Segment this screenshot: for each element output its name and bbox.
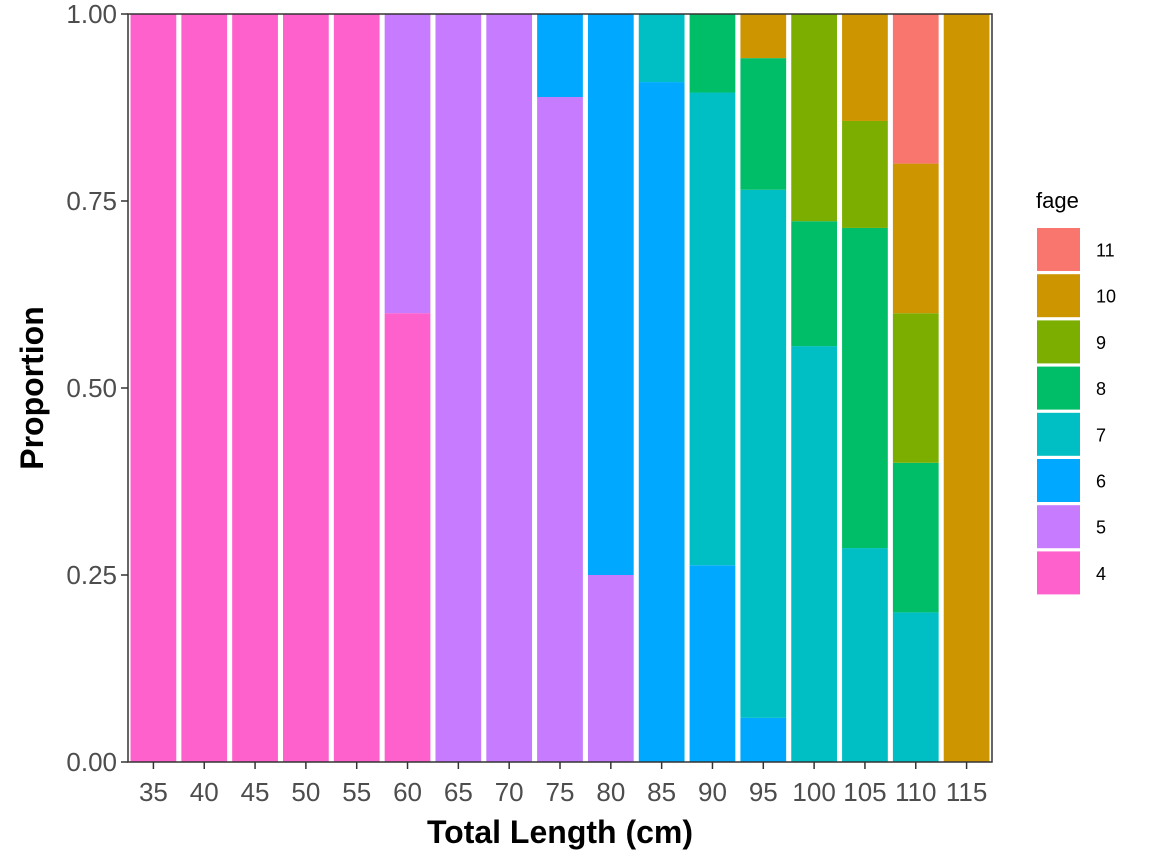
bar-50-fage-4 — [283, 14, 329, 762]
bar-85-fage-7 — [638, 14, 685, 83]
x-tick-label: 110 — [895, 777, 936, 807]
x-tick-label: 90 — [698, 777, 727, 807]
legend-key-5 — [1037, 505, 1080, 549]
y-tick-label: 0.25 — [66, 560, 117, 590]
bar-40-fage-4 — [181, 14, 228, 762]
x-tick-label: 85 — [647, 777, 676, 807]
bar-110-fage-10 — [892, 163, 939, 314]
legend-label-6: 6 — [1096, 472, 1106, 492]
y-tick-label: 0.50 — [66, 373, 117, 403]
bar-105-fage-8 — [842, 227, 888, 549]
bar-60-fage-4 — [384, 313, 431, 762]
bar-110-fage-9 — [892, 313, 939, 463]
bar-95-fage-10 — [740, 14, 787, 59]
x-tick-label: 50 — [291, 777, 320, 807]
legend: fage 11 10 9 8 7 6 5 4 — [1036, 188, 1116, 595]
y-tick-label: 0.00 — [66, 747, 117, 777]
bar-110-fage-7 — [892, 612, 939, 762]
bar-35-fage-4 — [130, 14, 177, 762]
y-axis-title: Proportion — [14, 306, 50, 470]
legend-label-11: 11 — [1096, 241, 1115, 261]
legend-key-7 — [1037, 412, 1080, 456]
bar-105-fage-9 — [842, 120, 888, 228]
y-axis: 0.00 0.25 0.50 0.75 1.00 — [66, 0, 128, 777]
bar-95-fage-7 — [740, 189, 787, 718]
x-axis: 35 40 45 50 55 60 65 70 75 80 85 90 95 100 105 110 115 — [139, 762, 987, 807]
legend-key-6 — [1037, 459, 1080, 502]
legend-key-9 — [1037, 320, 1080, 364]
x-tick-label: 55 — [342, 777, 371, 807]
bar-100-fage-7 — [791, 346, 837, 762]
bar-95-fage-6 — [740, 717, 787, 762]
bar-110-fage-8 — [892, 462, 939, 613]
legend-label-8: 8 — [1096, 379, 1106, 399]
bar-80-fage-5 — [587, 575, 634, 762]
bar-100-fage-8 — [791, 221, 837, 347]
legend-label-10: 10 — [1096, 287, 1116, 307]
bar-100-fage-9 — [791, 14, 837, 222]
legend-key-8 — [1037, 366, 1080, 410]
bar-80-fage-6 — [587, 14, 634, 575]
x-tick-label: 95 — [749, 777, 778, 807]
legend-key-4 — [1037, 551, 1080, 595]
bar-95-fage-8 — [740, 58, 787, 190]
x-tick-label: 100 — [792, 777, 835, 807]
bar-85-fage-6 — [638, 82, 685, 763]
x-tick-label: 80 — [596, 777, 625, 807]
bar-55-fage-4 — [333, 14, 380, 762]
bar-110-fage-11 — [892, 14, 939, 164]
x-axis-title: Total Length (cm) — [427, 814, 693, 850]
y-tick-label: 1.00 — [66, 0, 117, 29]
legend-label-7: 7 — [1096, 425, 1106, 445]
x-tick-label: 60 — [393, 777, 422, 807]
legend-key-11 — [1037, 228, 1080, 271]
bar-45-fage-4 — [232, 14, 278, 762]
bar-90-fage-8 — [689, 14, 736, 93]
bars-layer — [130, 14, 990, 763]
bar-65-fage-5 — [435, 14, 482, 762]
legend-key-10 — [1037, 274, 1080, 318]
legend-label-9: 9 — [1096, 333, 1106, 353]
x-tick-label: 40 — [190, 777, 219, 807]
bar-90-fage-7 — [689, 92, 736, 566]
bar-60-fage-5 — [384, 14, 431, 314]
x-tick-label: 105 — [843, 777, 886, 807]
x-tick-label: 35 — [139, 777, 168, 807]
x-tick-label: 75 — [546, 777, 575, 807]
y-tick-label: 0.75 — [66, 186, 117, 216]
bar-90-fage-6 — [689, 565, 736, 762]
bar-105-fage-7 — [842, 548, 888, 762]
legend-title: fage — [1036, 188, 1079, 213]
x-tick-label: 70 — [495, 777, 524, 807]
bar-115-fage-10 — [943, 14, 990, 762]
x-tick-label: 65 — [444, 777, 473, 807]
bar-75-fage-5 — [537, 97, 583, 762]
bar-70-fage-5 — [486, 14, 533, 762]
x-tick-label: 115 — [946, 777, 987, 807]
legend-label-5: 5 — [1096, 518, 1106, 538]
bar-105-fage-10 — [842, 14, 888, 121]
bar-75-fage-6 — [537, 14, 583, 98]
x-tick-label: 45 — [241, 777, 270, 807]
legend-label-4: 4 — [1096, 564, 1106, 584]
